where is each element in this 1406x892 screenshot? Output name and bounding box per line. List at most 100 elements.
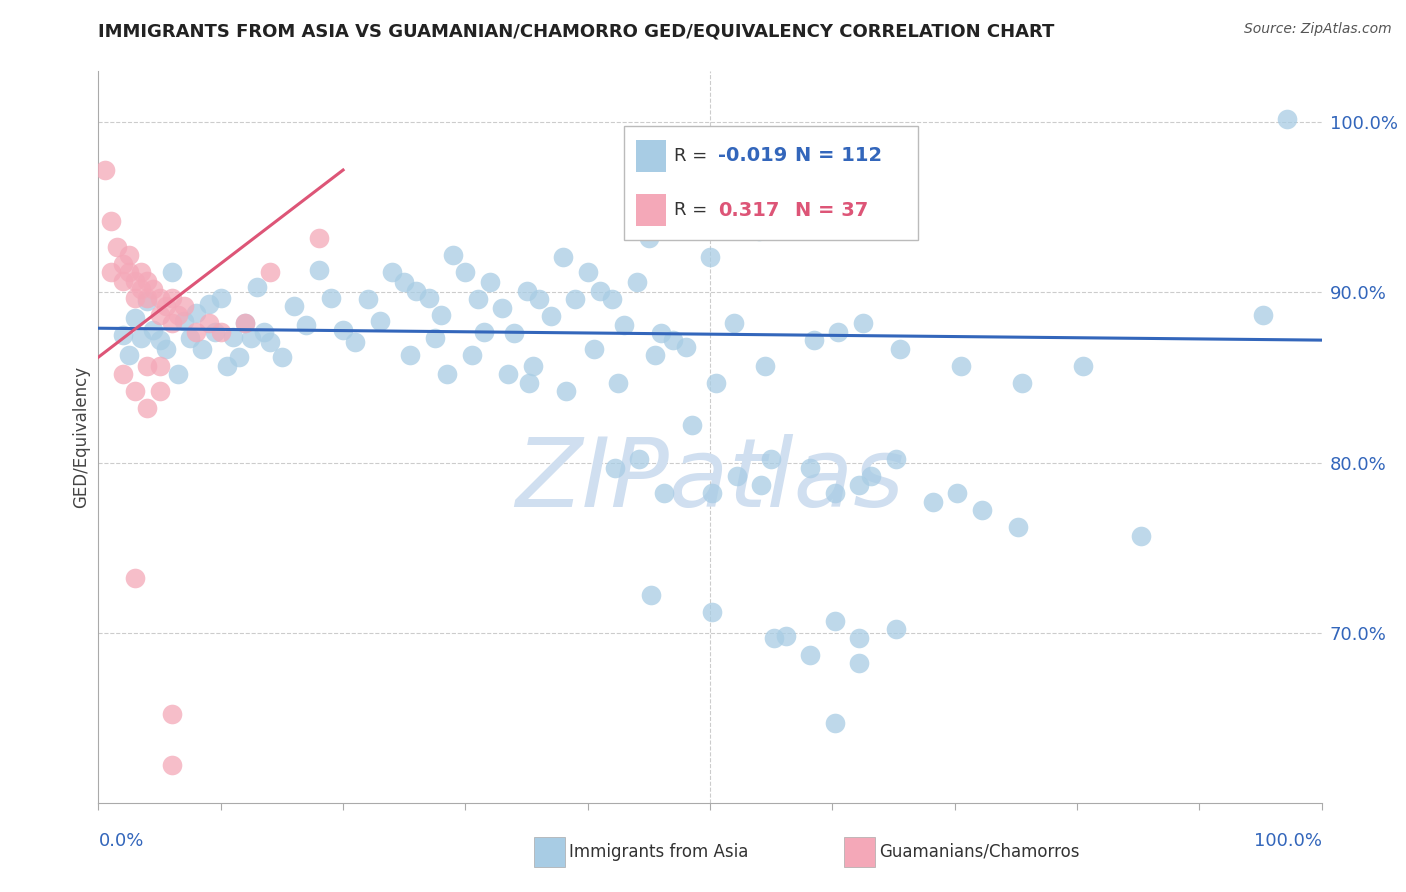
Point [517, 376, 540, 390]
Point [650, 326, 672, 341]
Text: 0.317: 0.317 [718, 201, 780, 219]
Point [233, 316, 256, 330]
Text: R =: R = [675, 201, 713, 219]
Point [222, 329, 245, 343]
Point [652, 486, 675, 500]
Point [848, 657, 870, 671]
Text: -0.019: -0.019 [718, 146, 787, 165]
Point [149, 359, 172, 373]
Point [399, 348, 422, 362]
Point [1011, 376, 1033, 390]
Point [111, 328, 134, 343]
Point [554, 384, 576, 399]
Point [124, 384, 146, 399]
Point [699, 250, 721, 264]
Point [582, 342, 605, 356]
Point [553, 250, 575, 264]
Point [644, 348, 666, 362]
Point [540, 310, 562, 324]
Point [1129, 529, 1152, 543]
Point [111, 274, 134, 288]
Point [478, 275, 501, 289]
Text: ZIPatlas: ZIPatlas [516, 434, 904, 527]
Point [246, 280, 269, 294]
Point [460, 348, 482, 362]
Point [136, 401, 159, 416]
Point [496, 367, 519, 381]
Text: Source: ZipAtlas.com: Source: ZipAtlas.com [1244, 22, 1392, 37]
Point [628, 452, 651, 467]
Point [136, 359, 159, 373]
Point [430, 308, 453, 322]
Point [799, 648, 821, 662]
Point [640, 588, 662, 602]
Text: 100.0%: 100.0% [1254, 832, 1322, 850]
Text: IMMIGRANTS FROM ASIA VS GUAMANIAN/CHAMORRO GED/EQUIVALENCY CORRELATION CHART: IMMIGRANTS FROM ASIA VS GUAMANIAN/CHAMOR… [98, 22, 1054, 40]
Point [824, 486, 846, 500]
Point [197, 297, 219, 311]
Point [1007, 520, 1029, 534]
Point [467, 293, 489, 307]
Point [191, 342, 214, 356]
Text: Guamanians/Chamorros: Guamanians/Chamorros [879, 843, 1080, 861]
Point [160, 265, 183, 279]
Point [824, 614, 846, 628]
Point [589, 284, 612, 298]
Point [803, 333, 825, 347]
Point [173, 299, 195, 313]
Point [848, 477, 870, 491]
Point [240, 331, 263, 345]
Point [638, 231, 661, 245]
Point [675, 340, 697, 354]
Point [1071, 359, 1094, 373]
Point [142, 323, 165, 337]
Point [1277, 112, 1299, 126]
Text: N = 37: N = 37 [794, 201, 868, 219]
Point [702, 605, 724, 619]
Point [662, 333, 685, 347]
Point [197, 316, 219, 330]
Point [848, 631, 870, 645]
Point [884, 452, 907, 467]
Text: 0.0%: 0.0% [98, 832, 143, 850]
Point [441, 248, 464, 262]
Point [149, 333, 172, 347]
Point [613, 318, 636, 332]
Point [852, 316, 875, 330]
Point [522, 359, 544, 373]
Point [259, 265, 281, 279]
Point [332, 323, 354, 337]
Point [100, 214, 122, 228]
Point [392, 275, 416, 289]
Point [491, 301, 513, 315]
Point [129, 331, 152, 345]
Point [124, 571, 146, 585]
Point [751, 477, 773, 491]
Point [100, 265, 122, 279]
Point [503, 326, 526, 341]
Point [748, 224, 770, 238]
Point [173, 314, 195, 328]
Point [167, 308, 190, 322]
Point [105, 239, 128, 253]
Bar [636, 140, 665, 171]
Point [725, 469, 748, 483]
Bar [636, 194, 665, 226]
Point [283, 299, 305, 313]
Point [576, 265, 599, 279]
Point [775, 629, 797, 643]
Point [762, 631, 785, 645]
Point [356, 293, 378, 307]
Point [860, 469, 883, 483]
Point [124, 311, 146, 326]
Point [233, 316, 256, 330]
Point [129, 282, 152, 296]
Point [149, 384, 172, 399]
Point [308, 263, 330, 277]
Point [515, 284, 537, 298]
Point [600, 293, 623, 307]
Point [118, 248, 141, 262]
Point [946, 486, 969, 500]
Point [204, 325, 226, 339]
Point [704, 376, 727, 390]
